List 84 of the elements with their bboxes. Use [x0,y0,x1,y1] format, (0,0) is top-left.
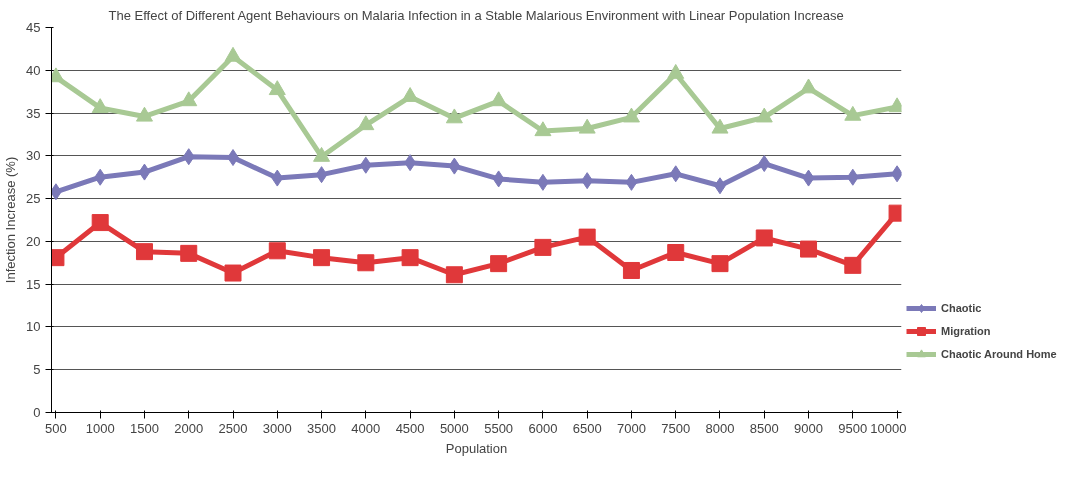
point [622,261,640,279]
x-tick-label: 9000 [794,420,823,436]
point [445,266,463,284]
point [313,146,331,162]
point [578,118,596,134]
point [138,163,151,181]
point [490,91,508,107]
point [268,242,286,260]
y-tick-label: 40 [26,62,41,78]
y-tick-label: 30 [26,148,41,164]
x-tick-label: 4500 [395,420,425,436]
point [359,156,372,174]
legend-label: Chaotic [941,302,982,314]
x-tick-label: 8500 [749,420,779,436]
point [315,166,328,184]
point [271,169,284,187]
x-tick-label: 6500 [572,420,602,436]
chart-title: The Effect of Different Agent Behaviours on Malaria Infection in a Stable Malarious Environment with Linear Population Increase [108,7,844,23]
point [224,264,242,282]
point [182,148,195,166]
point [180,91,198,107]
x-tick-label: 8000 [705,420,735,436]
point [846,168,859,186]
x-tick-label: 4000 [351,420,381,436]
y-axis-title: Infection Increase (%) [3,156,19,284]
point [401,249,419,267]
x-tick-label: 9500 [838,420,868,436]
point [711,255,729,273]
point [844,105,862,121]
x-tick-label: 1500 [130,420,159,436]
point [490,255,508,273]
x-tick-label: 3500 [307,420,337,436]
point [669,165,682,183]
y-tick-label: 10 [26,319,41,335]
point [180,244,198,262]
point [135,243,153,261]
y-tick-label: 5 [33,362,41,378]
point [448,157,461,175]
x-tick-label: 500 [45,420,67,436]
point [625,173,638,191]
point [357,115,375,131]
legend-label: Chaotic Around Home [941,348,1057,360]
point [802,169,815,187]
point [844,256,862,274]
x-tick-label: 7500 [661,420,691,436]
point [534,238,552,256]
point [135,106,153,122]
y-tick-label: 25 [26,191,41,207]
point [578,228,596,246]
point [534,121,552,137]
point [445,108,463,124]
point [711,118,729,134]
y-tick-label: 0 [33,405,41,420]
point [758,155,771,173]
point [755,229,773,247]
y-tick-label: 15 [26,276,41,292]
point [755,107,773,123]
point [91,98,109,114]
x-axis-title: Population [445,440,508,456]
point [667,244,685,262]
x-tick-label: 2000 [174,420,204,436]
point [492,170,505,188]
point [268,80,286,96]
point [667,63,685,79]
legend-label: Migration [941,325,991,337]
point [94,168,107,186]
x-tick-label: 2500 [218,420,248,436]
point [800,240,818,258]
x-tick-label: 5000 [439,420,469,436]
y-tick-label: 45 [26,20,41,35]
point [224,46,242,62]
y-tick-label: 20 [26,233,41,249]
point [91,214,109,232]
x-tick-label: 5500 [484,420,514,436]
x-tick-label: 1000 [85,420,115,436]
point [622,107,640,123]
x-tick-label: 10000 [870,420,907,436]
x-tick-label: 3000 [262,420,292,436]
x-tick-label: 6000 [528,420,558,436]
point [581,172,594,190]
x-tick-label: 7000 [616,420,646,436]
point [313,249,331,267]
point [357,254,375,272]
y-tick-label: 35 [26,105,41,121]
